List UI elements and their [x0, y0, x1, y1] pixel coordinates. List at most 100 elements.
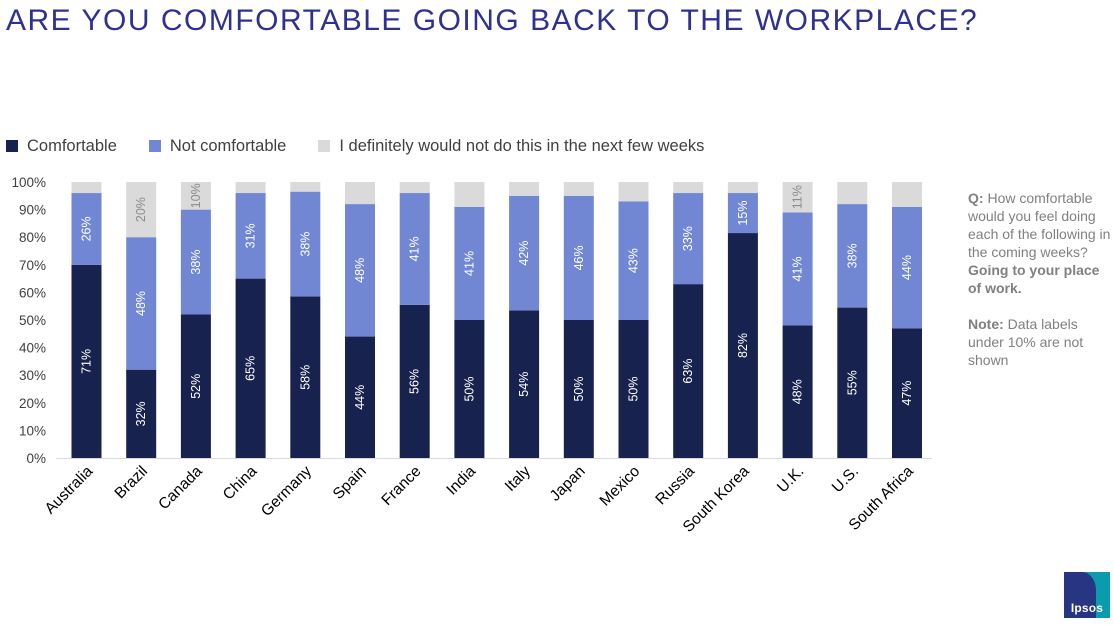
bar-segment: [727, 182, 758, 194]
data-label: 46%: [572, 245, 586, 270]
data-label: 48%: [134, 291, 148, 316]
bar-segment: [126, 369, 157, 458]
data-label: 11%: [791, 185, 805, 209]
data-label: 55%: [845, 370, 859, 395]
legend-swatch-not-comfortable: [148, 140, 161, 152]
bar-segment: [345, 336, 375, 458]
question-emphasis: Going to your place of work.: [968, 262, 1100, 296]
y-tick-label: 70%: [19, 258, 46, 273]
data-label: 26%: [80, 216, 94, 241]
data-label: 42%: [517, 241, 531, 266]
category-label: Spain: [330, 463, 370, 503]
bar-segment: [235, 182, 266, 194]
bar-segment: [399, 304, 430, 458]
question-text: Q: How comfortable would you feel doing …: [968, 189, 1114, 297]
data-label: 54%: [517, 372, 531, 397]
bar-segment: [509, 195, 540, 311]
category-label: U.K.: [774, 463, 807, 496]
data-label: 50%: [462, 376, 476, 401]
y-tick-label: 40%: [19, 341, 46, 356]
y-tick-label: 10%: [19, 423, 46, 438]
bar-segment: [345, 182, 375, 205]
data-label: 41%: [462, 251, 476, 276]
data-label: 47%: [900, 381, 914, 406]
y-tick-label: 90%: [19, 203, 46, 218]
bar-segment: [837, 182, 868, 205]
data-label: 10%: [189, 183, 203, 208]
data-label: 56%: [408, 369, 422, 394]
bar-segment: [837, 204, 868, 308]
category-label: U.S.: [829, 463, 862, 496]
category-label: Germany: [258, 463, 315, 520]
bars: 71% 26% 32% 48% 20% 52% 38% 10% 65% 31% 58% 38% 44% 4…: [71, 182, 922, 458]
category-label: Russia: [652, 463, 698, 509]
bar-segment: [126, 182, 157, 238]
bar-segment: [180, 314, 211, 458]
logo-shape: [1064, 572, 1096, 618]
legend-label-comfortable: Comfortable: [27, 136, 117, 155]
data-label: 41%: [791, 256, 805, 281]
bar-segment: [618, 201, 649, 320]
question-note: Q: How comfortable would you feel doing …: [968, 189, 1114, 387]
bar-segment: [71, 264, 102, 458]
y-tick-label: 100%: [11, 175, 46, 190]
bar-segment: [399, 182, 430, 194]
bar-segment: [454, 206, 485, 320]
y-tick-label: 80%: [19, 230, 46, 245]
bar-segment: [892, 328, 922, 458]
bar-segment: [509, 182, 540, 196]
bar-segment: [563, 320, 594, 458]
bar-segment: [673, 182, 704, 194]
bar-segment: [235, 278, 266, 458]
bar-segment: [618, 182, 649, 202]
bar-segment: [126, 237, 157, 370]
category-label: Canada: [155, 463, 206, 514]
y-tick-label: 20%: [19, 396, 46, 411]
bar-segment: [180, 209, 211, 315]
bar-segment: [782, 325, 813, 458]
y-tick-label: 50%: [19, 313, 46, 328]
legend-swatch-comfortable: [6, 140, 18, 152]
bar-segment: [71, 182, 102, 194]
data-label: 38%: [845, 243, 859, 268]
data-label: 20%: [134, 197, 148, 222]
data-label: 63%: [681, 359, 695, 384]
bar-segment: [837, 307, 868, 458]
data-label: 58%: [298, 365, 312, 390]
question-body: How comfortable would you feel doing eac…: [968, 190, 1111, 260]
legend: Comfortable Not comfortable I definitely…: [6, 137, 736, 155]
bar-segment: [71, 193, 102, 265]
data-label: 71%: [80, 349, 94, 374]
data-label: 44%: [900, 255, 914, 280]
data-label: 15%: [736, 201, 750, 226]
data-label: 38%: [298, 232, 312, 257]
ipsos-logo: Ipsos: [1064, 572, 1110, 618]
bar-segment: [454, 320, 485, 458]
bar-segment: [563, 195, 594, 320]
bar-segment: [399, 193, 430, 305]
category-label: India: [443, 463, 479, 499]
question-prefix: Q:: [968, 190, 984, 206]
y-axis: 0% 10% 20% 30% 40% 50% 60% 70% 80% 90% 100%: [11, 175, 932, 466]
data-label: 31%: [244, 223, 258, 248]
legend-label-definitely-not: I definitely would not do this in the ne…: [339, 136, 705, 155]
data-label: 41%: [408, 236, 422, 261]
category-label: Mexico: [597, 463, 644, 510]
data-label: 38%: [189, 250, 203, 275]
data-label: 32%: [134, 401, 148, 426]
data-label: 50%: [627, 376, 641, 401]
legend-label-not-comfortable: Not comfortable: [169, 136, 287, 155]
bar-segment: [782, 182, 813, 213]
bar-segment: [454, 182, 485, 207]
bar-segment: [727, 193, 758, 234]
bar-segment: [290, 296, 321, 458]
bar-segment: [235, 193, 266, 279]
bar-segment: [290, 182, 321, 192]
bar-segment: [673, 193, 704, 285]
data-label: 65%: [244, 356, 258, 381]
bar-segment: [509, 310, 540, 458]
note-prefix: Note:: [968, 316, 1004, 332]
note-text: Note: Data labels under 10% are not show…: [968, 315, 1114, 369]
y-tick-label: 60%: [19, 285, 46, 300]
